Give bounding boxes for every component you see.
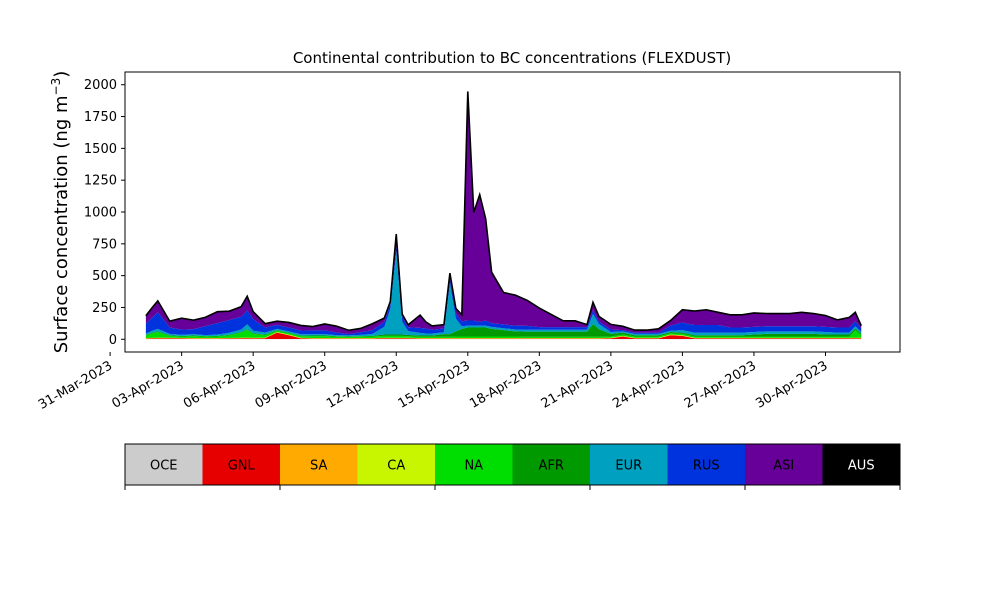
y-tick-label-0: 0	[109, 333, 117, 348]
x-tick-label-1: 03-Apr-2023	[110, 358, 187, 411]
y-tick-label-1250: 1250	[84, 174, 117, 189]
y-tick-label-750: 750	[92, 237, 117, 252]
chart-title: Continental contribution to BC concentra…	[293, 49, 731, 67]
legend-swatch-aus	[822, 444, 901, 485]
x-tick-label-2: 06-Apr-2023	[181, 358, 258, 411]
legend: OCE GNL SA CA NA AFR EUR RUS ASI AUS	[124, 443, 901, 490]
stacked-areas	[145, 91, 862, 340]
y-axis-title-close: )	[51, 71, 72, 78]
area-afr	[145, 324, 862, 337]
x-tick-label-6: 18-Apr-2023	[467, 358, 544, 411]
y-tick-label-1000: 1000	[84, 206, 117, 221]
legend-label-asi: ASI	[773, 459, 794, 474]
legend-swatch-na	[435, 444, 513, 485]
area-na	[145, 329, 862, 338]
area-gnl	[145, 332, 862, 340]
area-rus	[145, 246, 862, 336]
legend-swatch-gnl	[202, 444, 281, 485]
legend-label-gnl: GNL	[228, 459, 256, 474]
x-tick-label-3: 09-Apr-2023	[253, 358, 330, 411]
y-axis-title-sup: −3	[49, 78, 63, 96]
x-axis: 31-Mar-202303-Apr-202306-Apr-202309-Apr-…	[36, 352, 830, 413]
y-tick-label-2000: 2000	[84, 78, 117, 93]
legend-swatch-ca	[357, 444, 436, 485]
legend-swatch-sa	[280, 444, 358, 485]
legend-frame	[124, 443, 901, 486]
legend-label-sa: SA	[310, 459, 327, 474]
legend-swatch-eur	[590, 444, 668, 485]
legend-swatch-afr	[512, 444, 591, 485]
y-tick-label-250: 250	[92, 301, 117, 316]
legend-label-rus: RUS	[693, 459, 720, 474]
y-axis-title-main: Surface concentration (ng m	[51, 95, 72, 353]
x-tick-label-7: 21-Apr-2023	[539, 358, 616, 411]
y-tick-label-1750: 1750	[84, 110, 117, 125]
legend-swatch-oce	[125, 444, 203, 485]
area-asi	[145, 91, 862, 335]
x-tick-label-4: 12-Apr-2023	[324, 358, 401, 411]
legend-label-na: NA	[464, 459, 483, 474]
x-tick-label-9: 27-Apr-2023	[682, 358, 759, 411]
total-line-group	[145, 91, 862, 332]
legend-label-ca: CA	[387, 459, 405, 474]
y-tick-label-500: 500	[92, 269, 117, 284]
y-tick-label-1500: 1500	[84, 142, 117, 157]
y-axis-title: Surface concentration (ng m−3)	[49, 71, 72, 354]
legend-swatch-asi	[745, 444, 823, 485]
legend-swatch-rus	[667, 444, 746, 485]
x-tick-label-0: 31-Mar-2023	[36, 358, 115, 412]
x-tick-label-8: 24-Apr-2023	[610, 358, 687, 411]
legend-label-eur: EUR	[615, 459, 642, 474]
legend-label-oce: OCE	[150, 459, 178, 474]
legend-label-afr: AFR	[539, 459, 564, 474]
legend-label-aus: AUS	[848, 459, 875, 474]
x-tick-label-10: 30-Apr-2023	[753, 358, 830, 411]
x-tick-label-5: 15-Apr-2023	[396, 358, 473, 411]
total-line	[145, 91, 862, 332]
y-axis: 0 250 500 750 1000 1250 1500 1750 2000	[84, 78, 125, 348]
